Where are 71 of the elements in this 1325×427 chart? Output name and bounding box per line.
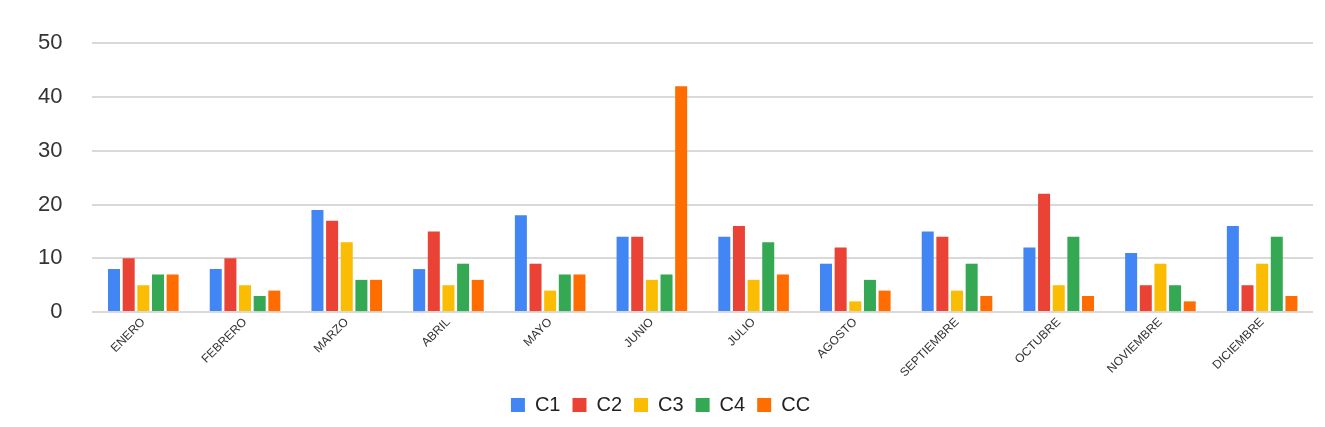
y-tick-label: 40 — [37, 83, 63, 109]
legend-label: C1 — [534, 392, 561, 415]
bar — [1183, 301, 1196, 312]
bar — [370, 279, 383, 312]
bar — [151, 274, 164, 312]
bar — [1256, 263, 1269, 312]
bar — [1241, 285, 1254, 312]
bar — [878, 290, 891, 312]
bar — [529, 263, 542, 312]
bar — [1154, 263, 1167, 312]
bar — [965, 263, 978, 312]
bar — [413, 269, 426, 312]
bar — [209, 269, 222, 312]
bar — [820, 263, 833, 312]
bar — [631, 236, 644, 312]
bar — [340, 242, 353, 312]
bar — [442, 285, 455, 312]
bar — [137, 285, 150, 312]
bar — [776, 274, 789, 312]
bar — [732, 226, 745, 312]
y-tick-label: 30 — [37, 136, 63, 162]
bar — [514, 215, 527, 312]
bar — [762, 242, 775, 312]
bar — [166, 274, 179, 312]
bar — [573, 274, 586, 312]
bar — [253, 295, 266, 312]
y-tick-label: 20 — [37, 190, 63, 216]
legend-label: C3 — [658, 392, 684, 415]
legend-label: CC — [781, 392, 811, 415]
bar — [544, 290, 557, 312]
bar — [675, 86, 688, 312]
bar — [457, 263, 470, 312]
bar — [1023, 247, 1036, 312]
bar — [224, 258, 237, 312]
bar — [1285, 295, 1298, 312]
bar — [1169, 285, 1182, 312]
bar — [427, 231, 440, 312]
bar — [616, 236, 629, 312]
bar — [471, 279, 484, 312]
bar — [311, 209, 324, 312]
bar — [921, 231, 934, 312]
bar — [834, 247, 847, 312]
bar — [936, 236, 949, 312]
bar — [108, 269, 121, 312]
bar — [1038, 193, 1051, 312]
bar — [355, 279, 368, 312]
bar — [747, 279, 760, 312]
bar — [1125, 252, 1138, 312]
y-tick-label: 0 — [50, 298, 63, 324]
bar — [268, 290, 281, 312]
bar — [1139, 285, 1152, 312]
bar — [849, 301, 862, 312]
bar — [1082, 295, 1095, 312]
bar — [326, 220, 339, 312]
y-tick-label: 10 — [37, 244, 63, 270]
bar — [645, 279, 658, 312]
bar — [951, 290, 964, 312]
bar — [558, 274, 571, 312]
bar — [122, 258, 135, 312]
bar — [1067, 236, 1080, 312]
legend-label: C2 — [596, 392, 623, 415]
bar — [863, 279, 876, 312]
bar — [980, 295, 993, 312]
bar — [239, 285, 252, 312]
bar — [718, 236, 731, 312]
legend-label: C4 — [719, 392, 746, 415]
bar — [1270, 236, 1283, 312]
bar — [1052, 285, 1065, 312]
bar — [1226, 226, 1239, 312]
bar — [660, 274, 673, 312]
y-tick-label: 50 — [37, 29, 63, 55]
